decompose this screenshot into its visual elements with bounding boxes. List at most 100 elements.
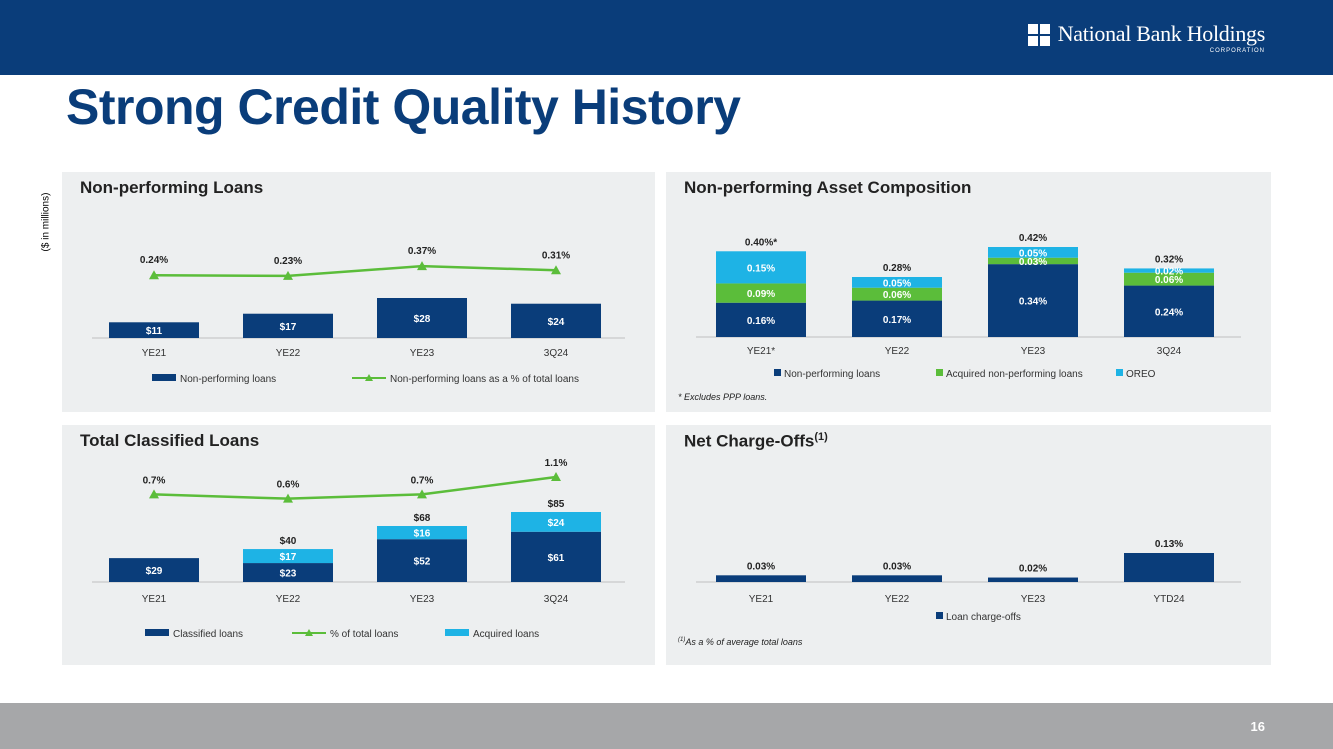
- page-title: Strong Credit Quality History: [66, 79, 741, 135]
- bar-acquired: [243, 549, 333, 564]
- x-tick-label: 3Q24: [544, 594, 569, 605]
- bar-acquired: [377, 526, 467, 540]
- stacked-bar-segment: [716, 251, 806, 284]
- bar-data-label: $23: [280, 569, 297, 580]
- footer-bar: 16: [0, 703, 1333, 749]
- legend-swatch: [1116, 369, 1123, 376]
- bar-data-label: 0.02%: [1019, 564, 1047, 575]
- page-number: 16: [1250, 719, 1265, 734]
- line-point: [551, 265, 561, 275]
- bar-data-label: $28: [414, 314, 431, 325]
- total-label: 0.40%*: [745, 237, 777, 248]
- x-tick-label: YE22: [885, 346, 910, 357]
- segment-data-label: 0.06%: [1155, 275, 1183, 286]
- bar-data-label: $24: [548, 518, 565, 529]
- bar: [716, 575, 806, 582]
- stacked-bar-segment: [852, 277, 942, 288]
- segment-data-label: 0.05%: [1019, 248, 1047, 259]
- total-label: 0.42%: [1019, 233, 1047, 244]
- legend-label: Acquired loans: [473, 629, 539, 640]
- segment-data-label: 0.15%: [747, 263, 775, 274]
- chart-npa-composition: 0.16% 0.09% 0.15% 0.40%* 0.17% 0.06% 0.05% 0.28…: [696, 233, 1241, 380]
- bar-data-label: $61: [548, 553, 565, 564]
- line-point: [149, 270, 159, 280]
- panel-non-performing-loans: Non-performing Loans $11 $17 $28 $24 0.24% 0.…: [62, 172, 655, 412]
- bar: [852, 575, 942, 582]
- line-point: [149, 489, 159, 499]
- stacked-bar-segment: [988, 257, 1078, 265]
- legend-label: Loan charge-offs: [946, 612, 1021, 623]
- stacked-bar-segment: [1124, 272, 1214, 286]
- segment-data-label: 0.24%: [1155, 307, 1183, 318]
- total-label: $40: [280, 536, 297, 547]
- x-tick-label: YE21: [749, 594, 774, 605]
- x-tick-label: YE23: [1021, 594, 1046, 605]
- legend-marker-swatch: [305, 629, 313, 636]
- line-point: [551, 472, 561, 481]
- line-point: [417, 489, 427, 499]
- bar-classified: [109, 558, 199, 582]
- x-tick-label: 3Q24: [544, 348, 569, 359]
- legend-swatch: [774, 369, 781, 376]
- bar-data-label: 0.03%: [883, 561, 911, 572]
- x-tick-label: YE23: [410, 594, 435, 605]
- stacked-bar-segment: [852, 300, 942, 337]
- x-tick-label: YE23: [1021, 346, 1046, 357]
- series-line: [153, 264, 557, 278]
- legend-swatch: [445, 629, 469, 636]
- bar-classified: [377, 539, 467, 582]
- footnote: (1)As a % of average total loans: [678, 637, 803, 647]
- x-tick-label: YE23: [410, 348, 435, 359]
- line-data-label: 1.1%: [545, 458, 568, 469]
- chart-non-performing-loans: $11 $17 $28 $24 0.24% 0.23% 0.37% 0.31% YE21 YE22…: [92, 246, 625, 385]
- line-data-label: 0.37%: [408, 246, 436, 257]
- bar-data-label: $16: [414, 529, 431, 540]
- bar-data-label: $29: [146, 566, 163, 577]
- bar: [1124, 553, 1214, 582]
- panel-title: Non-performing Loans: [80, 178, 264, 197]
- x-tick-label: 3Q24: [1157, 346, 1182, 357]
- line-point: [283, 270, 293, 280]
- x-tick-label: YE22: [885, 594, 910, 605]
- bar-data-label: $17: [280, 552, 297, 563]
- segment-data-label: 0.05%: [883, 278, 911, 289]
- line-data-label: 0.7%: [411, 475, 434, 486]
- line-point: [283, 493, 293, 503]
- line-data-label: 0.24%: [140, 255, 168, 266]
- panel-title: Non-performing Asset Composition: [684, 178, 972, 197]
- legend-swatch: [145, 629, 169, 636]
- logo-subtitle: CORPORATION: [1209, 48, 1265, 54]
- legend-swatch: [152, 374, 176, 381]
- legend-swatch: [936, 612, 943, 619]
- bar-acquired: [511, 512, 601, 532]
- x-tick-label: YE22: [276, 594, 301, 605]
- total-label: 0.28%: [883, 263, 911, 274]
- bar: [988, 577, 1078, 582]
- legend-label: % of total loans: [330, 629, 398, 640]
- legend-label: Non-performing loans: [784, 369, 880, 380]
- bar-data-label: $11: [146, 326, 163, 337]
- segment-data-label: 0.03%: [1019, 257, 1047, 268]
- company-logo: National Bank Holdings CORPORATION: [1027, 22, 1265, 54]
- bar-data-label: 0.13%: [1155, 539, 1183, 550]
- legend-label: OREO: [1126, 369, 1156, 380]
- stacked-bar-segment: [716, 283, 806, 303]
- stacked-bar-segment: [1124, 285, 1214, 337]
- line-data-label: 0.31%: [542, 250, 570, 261]
- bar: [377, 298, 467, 338]
- bar-data-label: $52: [414, 557, 431, 568]
- total-label: $68: [414, 513, 431, 524]
- stacked-bar-segment: [988, 247, 1078, 258]
- bar-data-label: $24: [548, 317, 565, 328]
- stacked-bar-segment: [1124, 268, 1214, 273]
- segment-data-label: 0.16%: [747, 316, 775, 327]
- bar-classified: [243, 563, 333, 582]
- segment-data-label: 0.09%: [747, 289, 775, 300]
- total-label: 0.32%: [1155, 254, 1183, 265]
- bar: [109, 322, 199, 338]
- legend-marker-swatch: [365, 374, 373, 381]
- panel-net-charge-offs: Net Charge-Offs(1) 0.03% 0.03% 0.02% 0.13% Y…: [666, 425, 1271, 665]
- stacked-bar-segment: [988, 264, 1078, 337]
- segment-data-label: 0.17%: [883, 315, 911, 326]
- bar: [511, 303, 601, 338]
